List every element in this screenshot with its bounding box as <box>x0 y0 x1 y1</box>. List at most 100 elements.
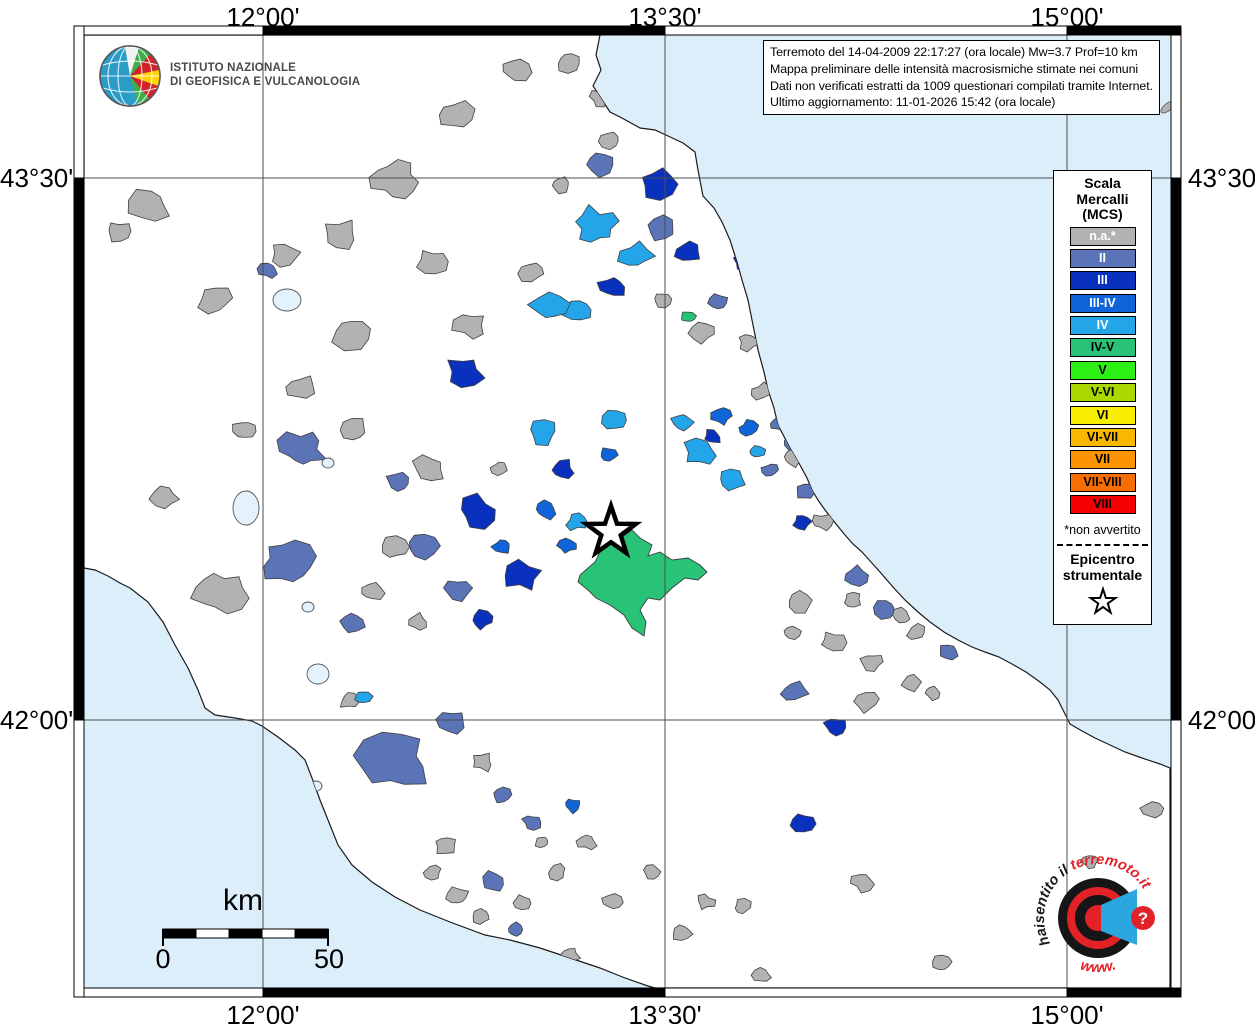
municipality-II <box>276 431 328 465</box>
legend-footnote: *non avvertito <box>1064 523 1141 538</box>
municipality-na <box>534 837 549 849</box>
municipality-na <box>924 685 941 702</box>
ingv-globe-icon <box>99 45 161 107</box>
municipality-na <box>548 863 566 882</box>
municipality-III-IV <box>565 798 581 815</box>
municipality-II <box>520 815 542 831</box>
municipality-na <box>438 100 476 128</box>
municipality-na <box>643 864 662 880</box>
legend-entry-n.a.*: n.a.* <box>1069 226 1136 246</box>
event-info-line: Dati non verificati estratti da 1009 que… <box>770 78 1153 93</box>
event-info-line: Mappa preliminare delle intensità macros… <box>770 61 1139 76</box>
event-info-box: Terremoto del 14-04-2009 22:17:27 (ora l… <box>763 40 1160 116</box>
svg-text:www.: www. <box>1079 957 1118 976</box>
map-frame <box>73 25 1182 998</box>
frame-band-black <box>1066 25 1182 36</box>
municipality-IV <box>526 291 571 319</box>
legend-entry-VII-VIII: VII-VIII <box>1069 472 1136 492</box>
municipality-II <box>844 564 870 587</box>
axis-label: 15°00' <box>1030 2 1104 32</box>
municipality-na <box>672 924 694 941</box>
legend-entry-IV-V: IV-V <box>1069 338 1136 358</box>
municipality-na <box>451 314 485 340</box>
lake <box>301 601 315 613</box>
question-badge <box>1131 906 1155 930</box>
municipality-na <box>189 572 250 615</box>
axis-label: 15°00' <box>1030 1000 1104 1024</box>
axis-label: 42°00' <box>0 705 74 735</box>
municipality-II <box>408 533 441 561</box>
municipality-III <box>673 240 701 261</box>
legend-entry-VIII: VIII <box>1069 495 1136 515</box>
legend-divider <box>1057 544 1148 547</box>
municipality-III-IV <box>555 537 577 554</box>
legend-entry-V: V <box>1069 360 1136 380</box>
municipality-na <box>697 893 717 911</box>
megaphone-icon <box>1101 889 1137 945</box>
municipality-na <box>148 485 181 510</box>
municipality-na <box>734 897 752 915</box>
municipality-III <box>704 428 721 444</box>
municipality-na <box>750 381 773 401</box>
municipality-II <box>493 786 513 804</box>
municipality-II <box>647 214 674 242</box>
municipality-na <box>415 249 449 275</box>
axis-label: 12°00' <box>226 1000 300 1024</box>
municipality-na <box>422 864 442 881</box>
municipality-na <box>381 535 411 558</box>
event-info-line: Ultimo aggiornamento: 11-01-2026 15:42 (… <box>770 95 1056 110</box>
municipality-na <box>849 874 876 894</box>
legend-swatches: n.a.* II III III-IV IV IV-V V V-VI VI VI-VII VII VI… <box>1054 226 1151 515</box>
municipality-na <box>844 591 862 608</box>
legend-box: Scala Mercalli (MCS) n.a.* II III III-IV IV I… <box>1053 170 1152 626</box>
municipality-na <box>472 907 490 925</box>
municipality-na <box>788 589 813 614</box>
municipality-na <box>324 219 355 250</box>
legend-epicenter-label: Epicentro strumentale <box>1062 551 1143 584</box>
municipality-na <box>517 262 545 283</box>
event-info-line: Terremoto del 14-04-2009 22:17:27 (ora l… <box>770 45 1138 59</box>
legend-entry-VI: VI <box>1069 405 1136 425</box>
watermark-prefix: haisentito <box>1032 872 1063 948</box>
scalebar-unit-label: km <box>223 884 263 917</box>
municipality-na <box>557 53 580 74</box>
lake <box>306 663 330 685</box>
frame-band-black <box>262 25 666 36</box>
municipality-na <box>408 611 427 631</box>
legend-entry-III: III <box>1069 271 1136 291</box>
axis-label: 12°00' <box>226 2 300 32</box>
municipality-IV <box>683 437 717 465</box>
municipality-na <box>750 967 773 982</box>
watermark-www: www. <box>1079 957 1118 976</box>
municipality-na <box>473 752 492 773</box>
municipality-III <box>461 492 496 530</box>
municipality-na <box>892 606 911 624</box>
axis-label: 13°30' <box>628 2 702 32</box>
municipality-na <box>905 622 926 640</box>
municipality-na <box>512 894 532 911</box>
municipality-III-IV <box>490 539 510 554</box>
municipality-II <box>256 262 278 279</box>
scalebar-end-label: 50 <box>313 944 345 974</box>
haisentito-logo: ? haisentito il terremoto.it www. <box>1032 852 1155 976</box>
municipality-IV-V-epicentral <box>577 529 708 637</box>
ingv-logo: ISTITUTO NAZIONALE DI GEOFISICA E VULCAN… <box>98 44 418 108</box>
municipality-IV <box>749 445 767 458</box>
lake <box>321 457 335 469</box>
epicenter-star-legend-icon <box>1087 586 1118 616</box>
municipality-na <box>445 886 470 904</box>
municipality-IV <box>530 419 556 447</box>
lake <box>232 490 260 526</box>
scalebar-start-label: 0 <box>155 944 171 974</box>
axis-label: 13°30' <box>628 1000 702 1024</box>
municipality-II <box>443 580 474 603</box>
municipality-na <box>197 287 234 315</box>
municipality-na <box>601 893 624 910</box>
epicenter-star-icon <box>579 498 643 559</box>
municipality-na <box>820 631 848 652</box>
ingv-logo-text: ISTITUTO NAZIONALE DI GEOFISICA E VULCAN… <box>170 62 361 88</box>
frame-band-black <box>1066 987 1182 998</box>
legend-entry-VII: VII <box>1069 450 1136 470</box>
municipality-III <box>789 813 817 833</box>
municipality-IV <box>670 414 695 432</box>
